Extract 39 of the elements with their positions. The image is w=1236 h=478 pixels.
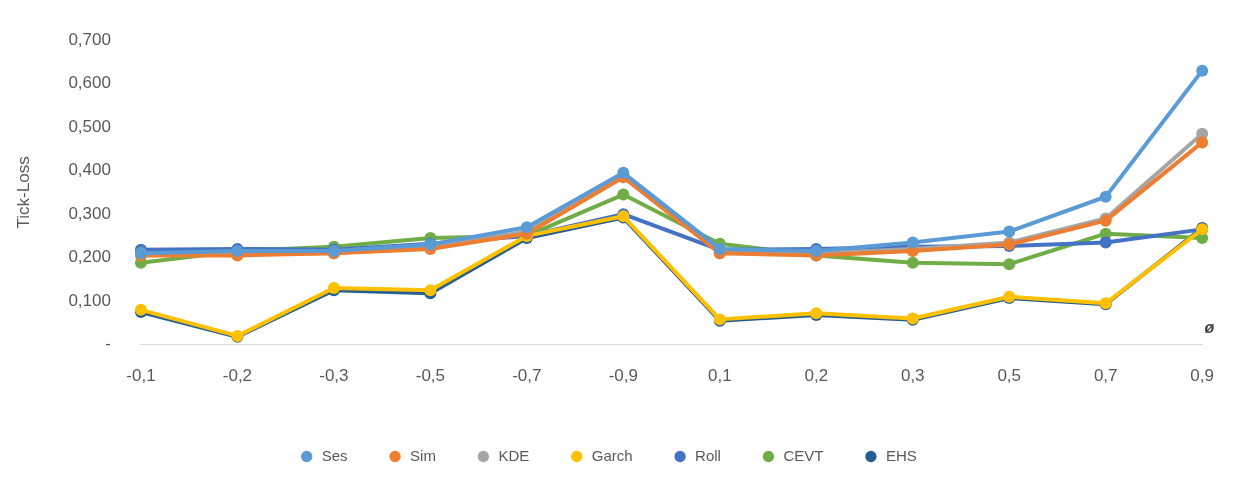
legend-label: KDE (498, 446, 530, 464)
x-tick-label: 0,2 (804, 366, 829, 386)
y-tick-label: - (105, 334, 111, 354)
point (520, 221, 533, 234)
point (1003, 258, 1016, 271)
legend-label: EHS (885, 446, 917, 464)
point (1099, 236, 1112, 249)
y-tick-label: 0,600 (68, 73, 111, 93)
x-tick-label: -0,3 (319, 366, 349, 386)
point (906, 236, 919, 249)
y-tick-label: 0,500 (68, 116, 111, 136)
x-tick-label: -0,2 (222, 366, 253, 386)
x-tick-label: 0,7 (1093, 366, 1118, 386)
y-tick-label: 0,400 (68, 160, 111, 180)
x-axis-title: ø (1204, 319, 1215, 337)
y-tick-label: 0,300 (68, 203, 111, 223)
x-tick-label: 0,9 (1190, 366, 1214, 386)
x-tick-label: 0,5 (997, 366, 1022, 386)
y-tick-label: 0,100 (68, 290, 111, 310)
legend-label: CEVT (783, 446, 824, 464)
legend-label: Sim (410, 446, 436, 464)
legend-label: Ses (321, 446, 348, 464)
point (1196, 136, 1209, 149)
legend-label: Roll (695, 446, 721, 464)
y-tick-label: 0,700 (68, 29, 111, 49)
point (1099, 190, 1112, 203)
x-tick-label: -0,9 (608, 366, 638, 386)
x-tick-label: -0,7 (512, 366, 542, 386)
legend-label: Garch (591, 446, 633, 464)
x-tick-label: 0,1 (707, 366, 732, 386)
x-tick-label: 0,3 (900, 366, 925, 386)
y-tick-label: 0,200 (68, 247, 111, 267)
point (617, 188, 630, 201)
point (906, 256, 919, 269)
point (1003, 225, 1016, 238)
x-tick-label: -0,5 (415, 366, 446, 386)
point (1196, 64, 1209, 77)
x-tick-label: -0,1 (126, 366, 156, 386)
y-axis-title: Tick-Loss (13, 156, 33, 229)
